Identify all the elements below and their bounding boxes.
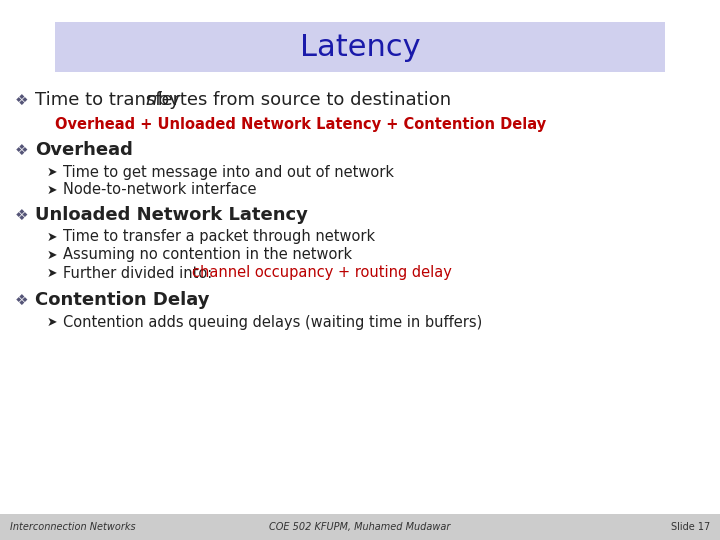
Text: Slide 17: Slide 17 xyxy=(671,522,710,532)
Text: ➤: ➤ xyxy=(47,315,58,328)
Text: Node-to-network interface: Node-to-network interface xyxy=(63,183,256,198)
Text: ➤: ➤ xyxy=(47,184,58,197)
Text: bytes from source to destination: bytes from source to destination xyxy=(151,91,451,109)
FancyBboxPatch shape xyxy=(0,514,720,540)
Text: ➤: ➤ xyxy=(47,231,58,244)
Text: Further divided into:: Further divided into: xyxy=(63,266,217,280)
Text: ❖: ❖ xyxy=(15,143,29,158)
Text: ❖: ❖ xyxy=(15,207,29,222)
Text: Unloaded Network Latency: Unloaded Network Latency xyxy=(35,206,308,224)
Text: ❖: ❖ xyxy=(15,293,29,307)
Text: Time to transfer a packet through network: Time to transfer a packet through networ… xyxy=(63,230,375,245)
Text: Time to get message into and out of network: Time to get message into and out of netw… xyxy=(63,165,394,179)
FancyBboxPatch shape xyxy=(55,22,665,72)
Text: Assuming no contention in the network: Assuming no contention in the network xyxy=(63,247,352,262)
Text: ➤: ➤ xyxy=(47,267,58,280)
Text: Contention adds queuing delays (waiting time in buffers): Contention adds queuing delays (waiting … xyxy=(63,314,482,329)
Text: Time to transfer: Time to transfer xyxy=(35,91,186,109)
Text: Interconnection Networks: Interconnection Networks xyxy=(10,522,135,532)
Text: Contention Delay: Contention Delay xyxy=(35,291,210,309)
Text: COE 502 KFUPM, Muhamed Mudawar: COE 502 KFUPM, Muhamed Mudawar xyxy=(269,522,451,532)
Text: ❖: ❖ xyxy=(15,92,29,107)
Text: Latency: Latency xyxy=(300,32,420,62)
Text: Overhead: Overhead xyxy=(35,141,133,159)
Text: ➤: ➤ xyxy=(47,248,58,261)
Text: n: n xyxy=(145,91,157,109)
Text: channel occupancy + routing delay: channel occupancy + routing delay xyxy=(192,266,451,280)
Text: ➤: ➤ xyxy=(47,165,58,179)
Text: Overhead + Unloaded Network Latency + Contention Delay: Overhead + Unloaded Network Latency + Co… xyxy=(55,117,546,132)
